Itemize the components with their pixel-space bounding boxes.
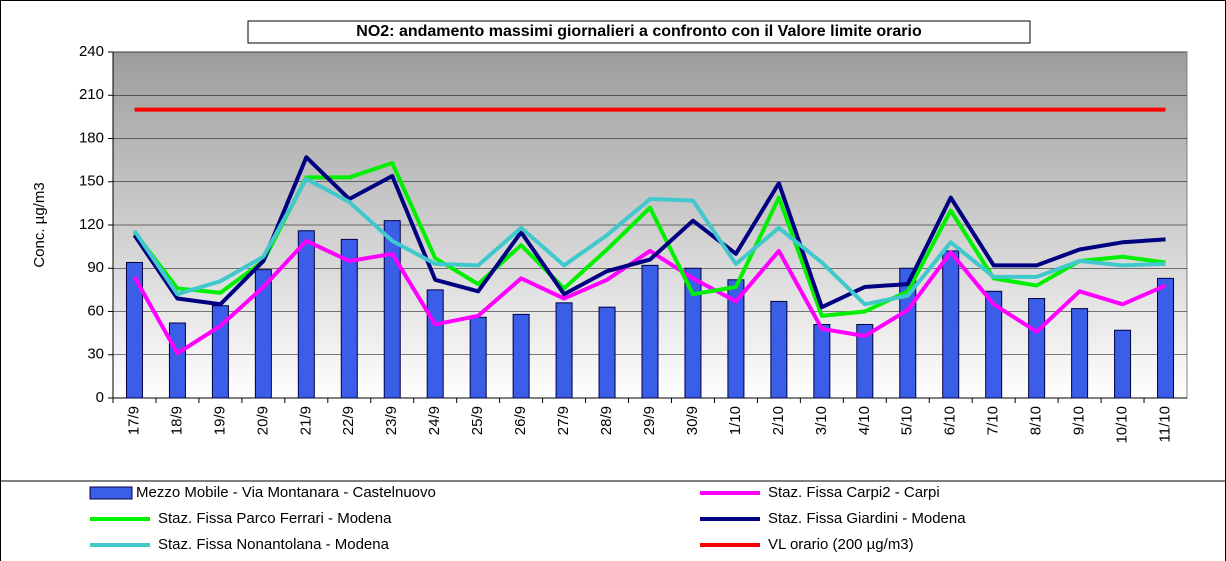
bar [340, 238, 358, 399]
y-tick-label: 150 [79, 173, 104, 190]
y-tick-label: 240 [79, 43, 104, 60]
x-tick-label: 27/9 [555, 406, 572, 435]
bar [727, 279, 745, 399]
bar [512, 313, 530, 399]
bar [813, 323, 831, 399]
x-tick-label: 23/9 [383, 406, 400, 435]
y-tick-label: 120 [79, 216, 104, 233]
x-tick-label: 26/9 [512, 406, 529, 435]
bar [1071, 308, 1089, 399]
bar [426, 289, 444, 399]
x-tick-label: 22/9 [340, 406, 357, 435]
y-tick-label: 180 [79, 129, 104, 146]
y-tick-label: 90 [87, 259, 104, 276]
y-axis-label: Conc. µg/m3 [31, 182, 48, 267]
chart-title: NO2: andamento massimi giornalieri a con… [356, 23, 922, 40]
x-tick-label: 19/9 [211, 406, 228, 435]
bar [770, 300, 788, 399]
legend-label: Staz. Fissa Giardini - Modena [768, 510, 966, 527]
bar [168, 322, 186, 399]
bar [1157, 277, 1175, 399]
bar [985, 290, 1003, 399]
x-tick-label: 17/9 [125, 406, 142, 435]
bar [598, 306, 616, 399]
y-tick-label: 60 [87, 302, 104, 319]
x-tick-label: 8/10 [1028, 406, 1045, 435]
bar [684, 267, 702, 399]
x-tick-label: 4/10 [856, 406, 873, 435]
y-tick-label: 30 [87, 346, 104, 363]
line-series [132, 176, 1166, 307]
x-tick-label: 11/10 [1156, 406, 1173, 442]
x-tick-label: 10/10 [1114, 406, 1131, 444]
x-tick-label: 7/10 [985, 406, 1002, 435]
x-tick-label: 6/10 [942, 406, 959, 435]
bar [254, 269, 272, 399]
bar [1028, 298, 1046, 399]
x-tick-label: 18/9 [168, 406, 185, 435]
bar [641, 264, 659, 399]
legend-swatch [89, 486, 133, 500]
x-tick-label: 30/9 [684, 406, 701, 435]
x-tick-label: 3/10 [813, 406, 830, 435]
legend-label: Staz. Fissa Carpi2 - Carpi [768, 484, 940, 501]
y-tick-label: 210 [79, 86, 104, 103]
x-tick-label: 28/9 [598, 406, 615, 435]
x-tick-label: 24/9 [426, 406, 443, 435]
bar [383, 220, 401, 399]
bar [469, 316, 487, 399]
bar [942, 250, 960, 399]
legend-label: Staz. Fissa Nonantolana - Modena [158, 536, 390, 553]
legend-label: VL orario (200 µg/m3) [768, 536, 914, 553]
line-series [132, 238, 1167, 356]
x-tick-label: 1/10 [727, 406, 744, 435]
legend-label: Staz. Fissa Parco Ferrari - Modena [158, 510, 392, 527]
title-box [247, 20, 1031, 44]
bar [856, 323, 874, 399]
x-tick-label: 20/9 [254, 406, 271, 435]
y-tick-label: 0 [96, 389, 104, 406]
x-tick-label: 29/9 [641, 406, 658, 435]
x-tick-label: 9/10 [1071, 406, 1088, 435]
bar [555, 302, 573, 399]
x-tick-label: 25/9 [469, 406, 486, 435]
bar [1114, 329, 1132, 399]
line-series [132, 155, 1166, 310]
bar [899, 267, 917, 399]
bar [125, 261, 143, 399]
bar [297, 230, 315, 399]
x-tick-label: 2/10 [770, 406, 787, 435]
legend-label: Mezzo Mobile - Via Montanara - Castelnuo… [136, 484, 436, 501]
x-tick-label: 21/9 [297, 406, 314, 435]
x-tick-label: 5/10 [899, 406, 916, 435]
